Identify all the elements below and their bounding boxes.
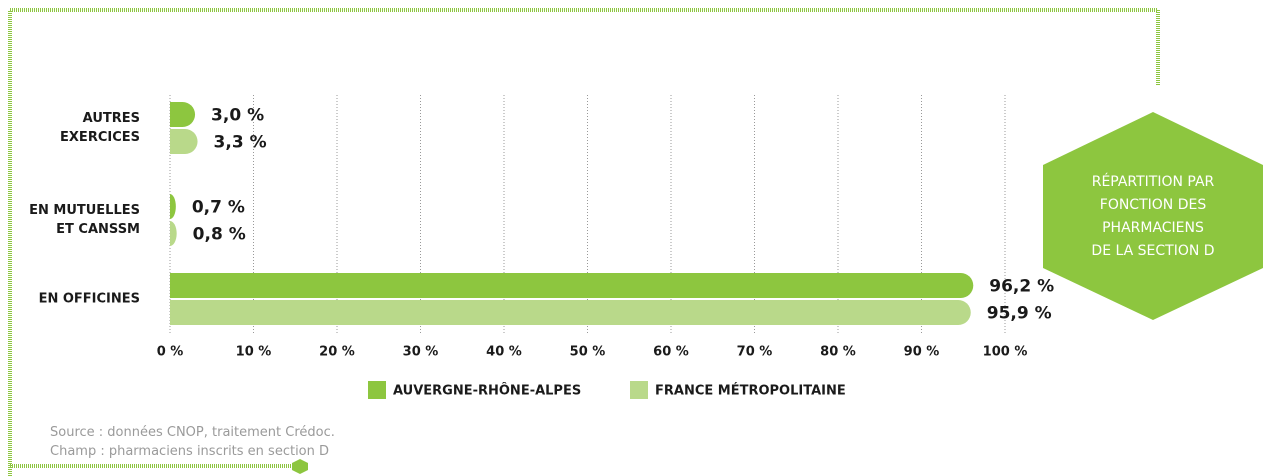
x-tick-label: 40 % (486, 345, 522, 360)
x-tick-label: 30 % (403, 345, 439, 360)
x-tick-label: 50 % (570, 345, 606, 360)
value-label: 0,8 % (193, 225, 246, 245)
y-tick-label: EN OFFICINES (38, 291, 140, 307)
value-label: 3,0 % (211, 106, 264, 126)
x-tick-label: 60 % (653, 345, 689, 360)
x-tick-label: 100 % (983, 345, 1028, 360)
frame (8, 8, 1160, 476)
value-label: 95,9 % (987, 304, 1052, 324)
value-label: 96,2 % (989, 277, 1054, 297)
legend-swatch (630, 381, 648, 399)
scope-note: Champ : pharmaciens inscrits en section … (50, 444, 330, 459)
bar (170, 273, 974, 298)
x-tick-label: 80 % (820, 345, 856, 360)
x-tick-label: 90 % (904, 345, 940, 360)
legend-swatch (368, 381, 386, 399)
x-tick-label: 70 % (737, 345, 773, 360)
title-hexagon (1043, 112, 1263, 320)
bar (170, 221, 177, 246)
frame-hexagon (292, 459, 308, 474)
source-note: Source : données CNOP, traitement Crédoc… (50, 425, 335, 440)
x-tick-label: 0 % (157, 345, 184, 360)
y-tick-label: EN MUTUELLES ET CANSSM (29, 203, 140, 237)
value-label: 3,3 % (214, 133, 267, 153)
bar (170, 194, 176, 219)
chart-title: RÉPARTITION PAR FONCTION DES PHARMACIENS… (1091, 174, 1215, 259)
bar (170, 300, 971, 325)
x-tick-label: 10 % (236, 345, 272, 360)
legend-label: AUVERGNE-RHÔNE-ALPES (393, 383, 581, 399)
y-tick-label: AUTRES EXERCICES (60, 111, 140, 145)
value-label: 0,7 % (192, 198, 245, 218)
bar (170, 129, 198, 154)
bar (170, 102, 196, 127)
x-tick-label: 20 % (319, 345, 355, 360)
legend-label: FRANCE MÉTROPOLITAINE (655, 383, 846, 399)
